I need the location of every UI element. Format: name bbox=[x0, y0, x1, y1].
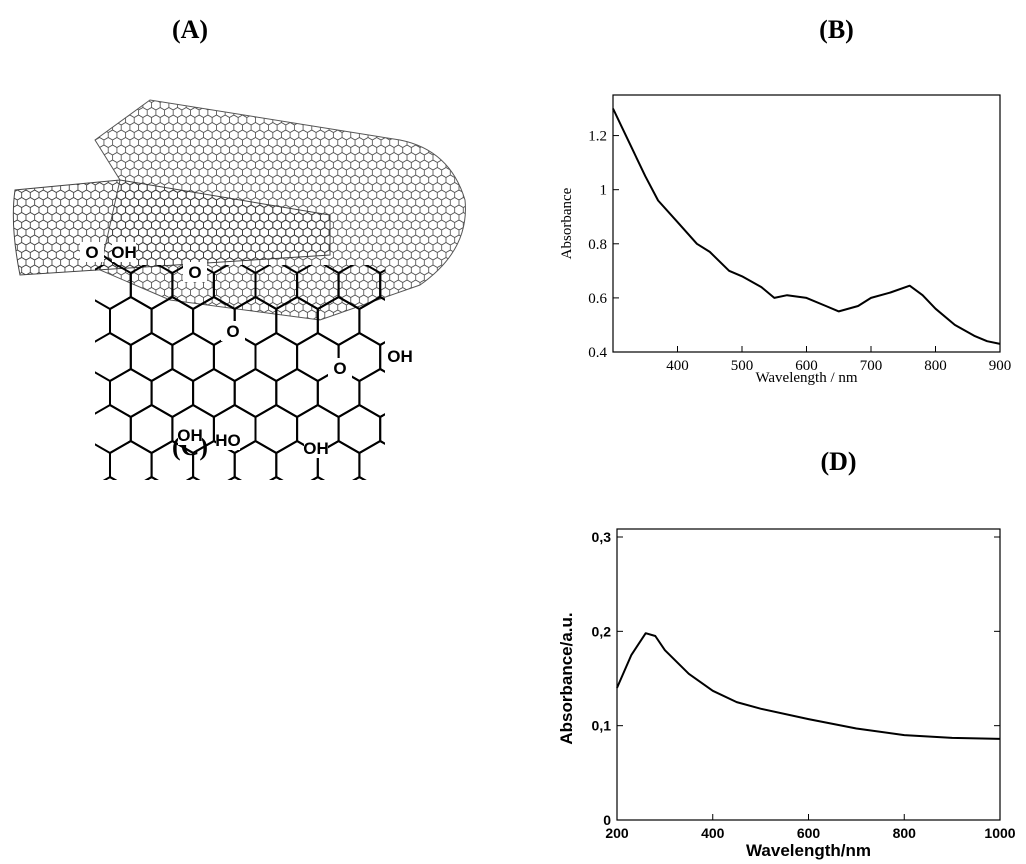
hexagon bbox=[401, 369, 443, 417]
hexagon bbox=[296, 475, 340, 480]
x-tick-label: 200 bbox=[605, 825, 629, 841]
hexagon bbox=[422, 333, 464, 381]
x-axis-label: Wavelength / nm bbox=[755, 370, 857, 386]
y-tick-label: 0.8 bbox=[588, 237, 607, 253]
label-bg bbox=[304, 438, 328, 458]
data-line bbox=[616, 632, 1001, 740]
chart-title: (B) bbox=[819, 15, 854, 44]
hexagon bbox=[422, 405, 464, 453]
functional-group: O bbox=[333, 359, 346, 378]
hexagon bbox=[358, 367, 385, 419]
label-bg bbox=[183, 262, 207, 282]
x-tick-label: 400 bbox=[666, 358, 689, 374]
x-tick-label: 800 bbox=[924, 358, 947, 374]
label-bg bbox=[112, 242, 136, 262]
y-tick-label: 1.2 bbox=[588, 129, 607, 145]
y-axis-label: Absorbance bbox=[559, 187, 575, 259]
label-bg bbox=[178, 425, 202, 445]
x-tick-label: 800 bbox=[893, 825, 917, 841]
label-bg bbox=[388, 346, 412, 366]
hexagon bbox=[95, 403, 132, 455]
y-tick-label: 0,1 bbox=[592, 718, 612, 734]
plot-frame bbox=[616, 528, 1001, 821]
hexagon bbox=[379, 475, 385, 480]
x-axis-label: Wavelength/nm bbox=[746, 841, 871, 860]
hexagon bbox=[95, 331, 132, 383]
functional-group: OH bbox=[111, 243, 137, 262]
label-bg bbox=[328, 358, 352, 378]
hexagon bbox=[233, 367, 278, 419]
hexagon bbox=[422, 477, 464, 525]
hexagon bbox=[109, 439, 153, 480]
label-bg bbox=[221, 321, 245, 341]
chart-title: (D) bbox=[820, 447, 856, 476]
functional-group: O bbox=[226, 322, 239, 341]
data-line bbox=[612, 108, 1001, 345]
hexagon bbox=[379, 403, 385, 455]
x-tick-label: 600 bbox=[795, 358, 818, 374]
hexagon bbox=[443, 441, 485, 489]
graphene-oxide-illustration: O OH O O OH O OH HO OH bbox=[80, 242, 485, 525]
hexagon bbox=[443, 297, 485, 345]
y-tick-label: 0,3 bbox=[592, 529, 612, 545]
hexagon bbox=[254, 403, 299, 455]
hexagon bbox=[254, 475, 299, 480]
hexagon bbox=[254, 331, 299, 383]
functional-group: OH bbox=[303, 439, 329, 458]
y-tick-label: 0,2 bbox=[592, 623, 612, 639]
hexagon bbox=[171, 475, 215, 480]
x-tick-label: 700 bbox=[860, 358, 883, 374]
functional-group: O bbox=[85, 243, 98, 262]
y-axis-label: Absorbance/a.u. bbox=[557, 612, 576, 744]
hexagon bbox=[212, 475, 257, 480]
hexagon bbox=[401, 441, 443, 489]
label-bg bbox=[80, 242, 104, 262]
hexagon bbox=[337, 475, 382, 480]
x-tick-label: 400 bbox=[701, 825, 725, 841]
hexagon bbox=[109, 367, 153, 419]
hexagon bbox=[109, 295, 153, 347]
hex-grid bbox=[95, 265, 485, 525]
x-tick-label: 500 bbox=[731, 358, 754, 374]
hexagon bbox=[171, 331, 215, 383]
hexagon bbox=[129, 403, 174, 455]
hexagon bbox=[275, 367, 319, 419]
x-tick-label: 1000 bbox=[984, 825, 1015, 841]
x-tick-label: 600 bbox=[797, 825, 821, 841]
x-tick-label: 900 bbox=[989, 358, 1012, 374]
hexagon bbox=[129, 331, 174, 383]
hexagon bbox=[358, 439, 385, 480]
functional-group: OH bbox=[177, 426, 203, 445]
hexagon bbox=[192, 367, 236, 419]
nanotube-illustration bbox=[12, 99, 466, 321]
y-tick-label: 1 bbox=[600, 183, 608, 199]
y-tick-label: 0.4 bbox=[588, 345, 607, 361]
label-bg bbox=[216, 430, 240, 450]
hexagon bbox=[95, 475, 132, 480]
functional-group: HO bbox=[215, 431, 241, 450]
hexagon bbox=[401, 297, 443, 345]
y-tick-label: 0.6 bbox=[588, 291, 607, 307]
hexagon bbox=[443, 369, 485, 417]
panel-label: (A) bbox=[172, 15, 208, 44]
hexagon bbox=[337, 403, 382, 455]
hexagon bbox=[150, 367, 195, 419]
hexagon bbox=[233, 439, 278, 480]
hexagon bbox=[129, 475, 174, 480]
y-tick-label: 0 bbox=[603, 812, 611, 828]
functional-group: O bbox=[188, 263, 201, 282]
functional-group: OH bbox=[387, 347, 413, 366]
hexagon bbox=[150, 295, 195, 347]
